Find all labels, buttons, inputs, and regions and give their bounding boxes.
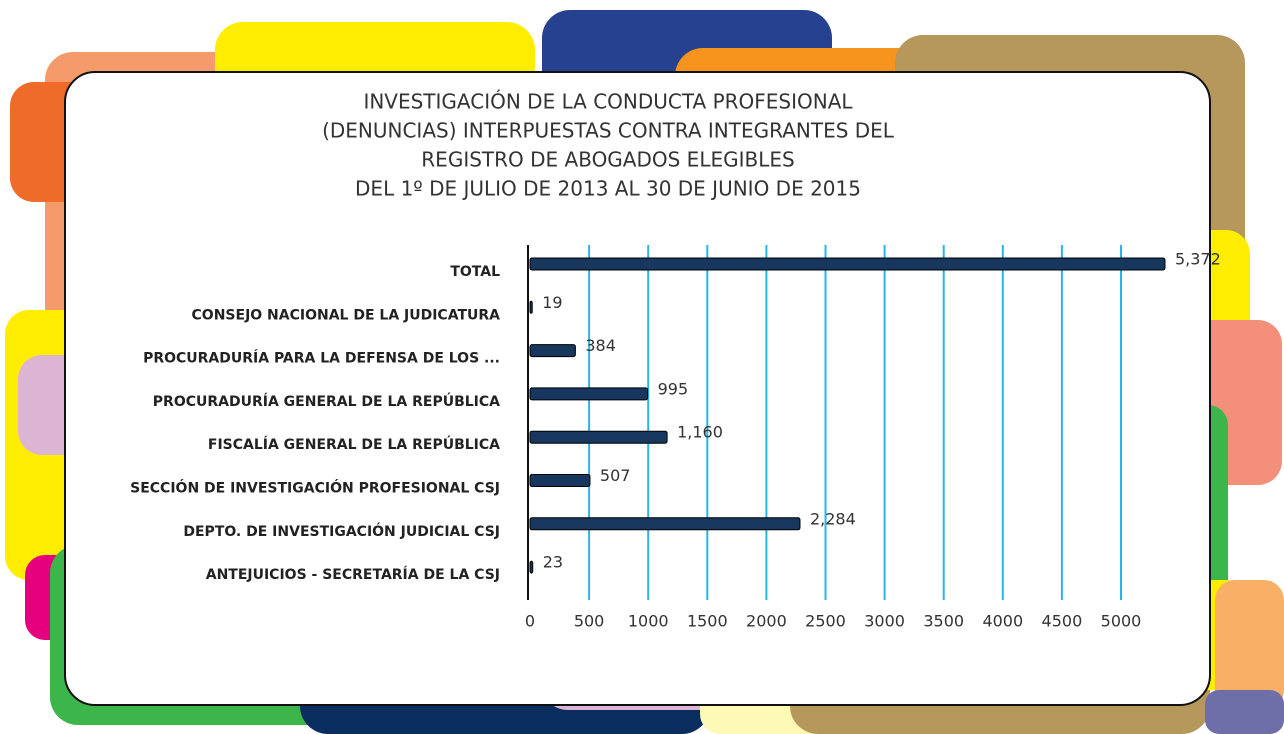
y-tick-label: FISCALÍA GENERAL DE LA REPÚBLICA [208,435,500,453]
value-label: 507 [600,466,631,485]
bar [530,301,532,313]
y-tick-label: TOTAL [450,264,500,280]
bar [530,345,575,357]
bar [530,431,667,443]
y-tick-label: PROCURADURÍA GENERAL DE LA REPÚBLICA [153,392,500,410]
x-tick-label: 2500 [805,612,846,631]
bar [530,388,648,400]
x-tick-label: 4000 [982,612,1023,631]
x-tick-label: 0 [525,612,535,631]
y-tick-label: SECCIÓN DE INVESTIGACIÓN PROFESIONAL CSJ [130,479,500,497]
x-tick-label: 3500 [923,612,964,631]
title-line: INVESTIGACIÓN DE LA CONDUCTA PROFESIONAL [363,90,853,114]
title-line: DEL 1º DE JULIO DE 2013 AL 30 DE JUNIO D… [355,177,861,201]
x-tick-label: 5000 [1101,612,1142,631]
x-tick-label: 1500 [687,612,728,631]
y-tick-label: DEPTO. DE INVESTIGACIÓN JUDICIAL CSJ [183,522,500,540]
title-line: (DENUNCIAS) INTERPUESTAS CONTRA INTEGRAN… [322,119,895,143]
title-line: REGISTRO DE ABOGADOS ELEGIBLES [421,148,794,172]
y-tick-label: ANTEJUICIOS - SECRETARÍA DE LA CSJ [206,566,500,583]
value-label: 2,284 [810,509,856,528]
bar [530,475,590,487]
value-label: 995 [658,379,689,398]
value-label: 23 [543,553,563,572]
value-label: 384 [585,336,616,355]
x-tick-label: 500 [574,612,605,631]
x-tick-label: 4500 [1042,612,1083,631]
bar [530,258,1165,270]
x-tick-label: 3000 [864,612,905,631]
value-label: 19 [542,293,562,312]
x-tick-label: 1000 [628,612,669,631]
x-tick-label: 2000 [746,612,787,631]
y-tick-label: PROCURADURÍA PARA LA DEFENSA DE LOS ... [143,350,500,367]
bar [530,561,533,573]
value-label: 1,160 [677,423,723,442]
y-tick-label: CONSEJO NACIONAL DE LA JUDICATURA [192,307,501,323]
chart: INVESTIGACIÓN DE LA CONDUCTA PROFESIONAL… [0,0,1284,734]
bar [530,518,800,530]
value-label: 5,372 [1175,250,1221,269]
